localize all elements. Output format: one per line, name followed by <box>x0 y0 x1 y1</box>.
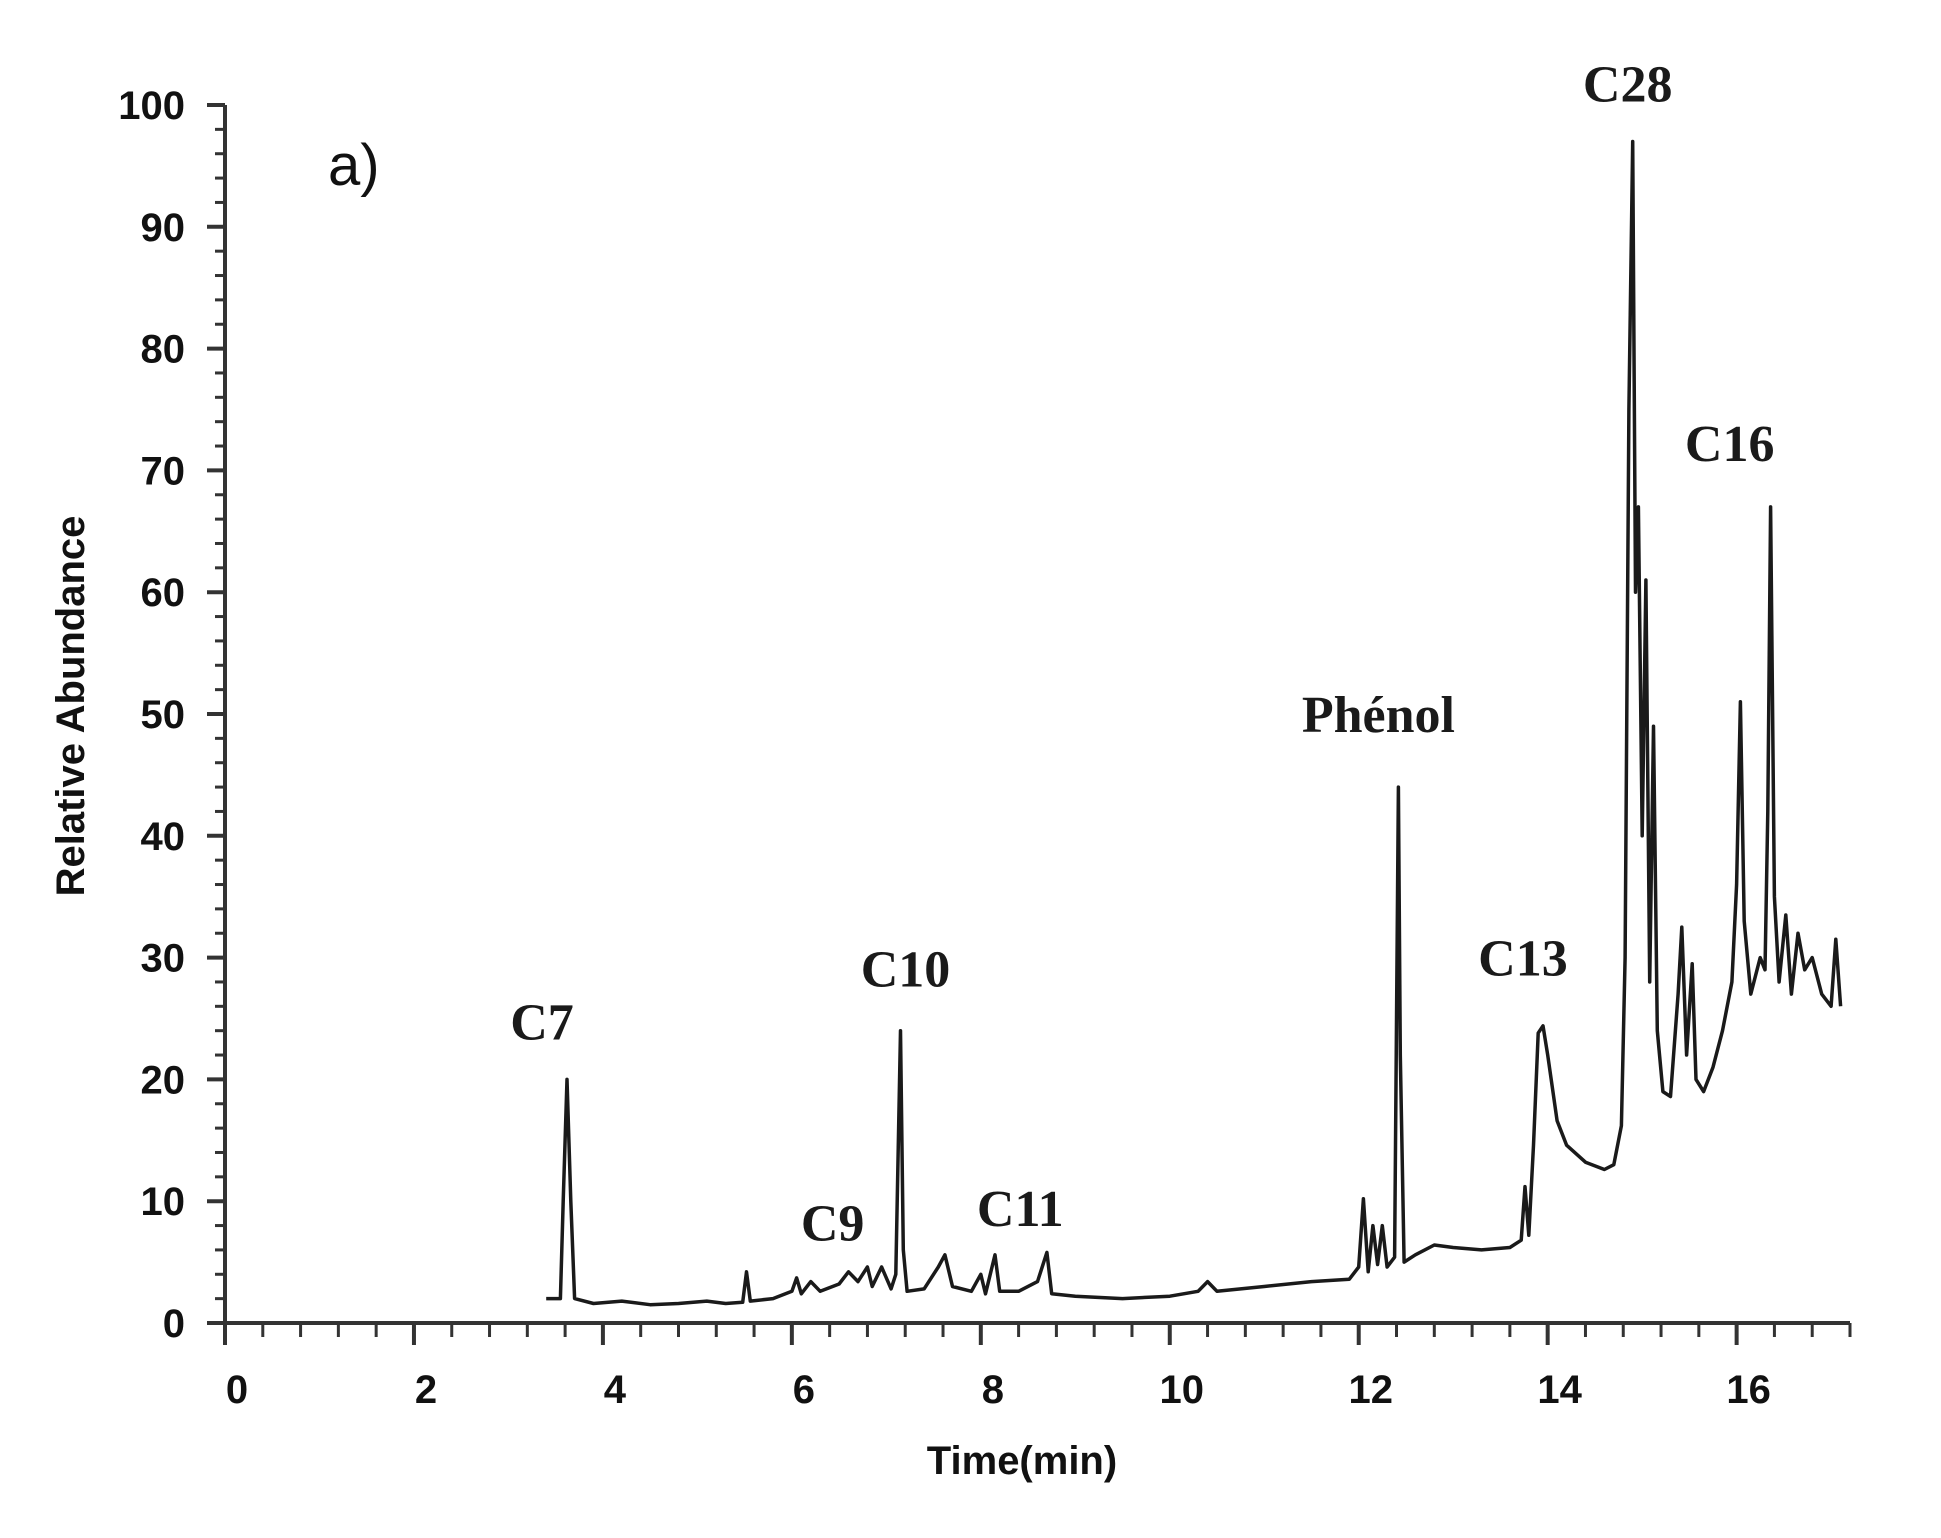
x-tick-label: 14 <box>1537 1368 1582 1412</box>
peak-label: C10 <box>861 942 951 999</box>
y-tick-label: 10 <box>141 1180 186 1224</box>
y-tick-label: 60 <box>141 571 186 615</box>
x-tick-label: 0 <box>226 1368 248 1412</box>
x-tick-label: 16 <box>1726 1368 1771 1412</box>
x-tick-label: 12 <box>1348 1368 1393 1412</box>
y-tick-label: 80 <box>141 328 186 372</box>
y-axis-title: Relative Abundance <box>49 516 93 897</box>
x-tick-label: 6 <box>793 1368 815 1412</box>
y-tick-label: 70 <box>141 449 186 493</box>
peak-label: C28 <box>1583 57 1673 114</box>
series-layer <box>546 139 1843 1307</box>
peak-label: C9 <box>801 1195 865 1252</box>
y-tick-label: 30 <box>141 937 186 981</box>
y-tick-label: 40 <box>141 815 186 859</box>
peak-label: Phénol <box>1302 687 1455 744</box>
labels-layer: C7 C9 C10 C11 Phénol C13 C28 C16 <box>510 57 1774 1253</box>
y-tick-label: 20 <box>141 1058 186 1102</box>
x-tick-label: 8 <box>982 1368 1004 1412</box>
peak-label: C13 <box>1478 931 1568 988</box>
y-tick-label: 0 <box>163 1302 185 1346</box>
x-tick-label: 4 <box>604 1368 627 1412</box>
peak-label: C16 <box>1685 416 1775 473</box>
y-tick-label: 90 <box>141 206 186 250</box>
x-tick-label: 10 <box>1160 1368 1205 1412</box>
axes-layer: 0 10 20 30 40 50 60 70 80 90 100 0 2 4 6 8 10 12 14 16 <box>118 84 1852 1412</box>
y-tick-label: 50 <box>141 693 186 737</box>
x-tick-label: 2 <box>415 1368 437 1412</box>
y-tick-label: 100 <box>118 84 185 128</box>
peak-label: C7 <box>510 994 574 1051</box>
peak-label: C11 <box>977 1181 1064 1238</box>
x-axis-title: Time(min) <box>927 1439 1117 1483</box>
panel-label: a) <box>328 133 380 198</box>
chromatogram-trace <box>546 139 1843 1307</box>
